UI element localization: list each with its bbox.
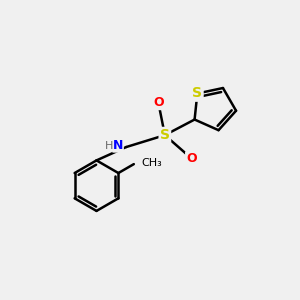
Text: H: H: [104, 140, 113, 151]
Text: N: N: [113, 139, 123, 152]
Text: CH₃: CH₃: [141, 158, 162, 168]
Text: S: S: [192, 86, 202, 100]
Text: O: O: [154, 96, 164, 109]
Text: O: O: [186, 152, 197, 165]
Text: S: S: [160, 128, 170, 142]
